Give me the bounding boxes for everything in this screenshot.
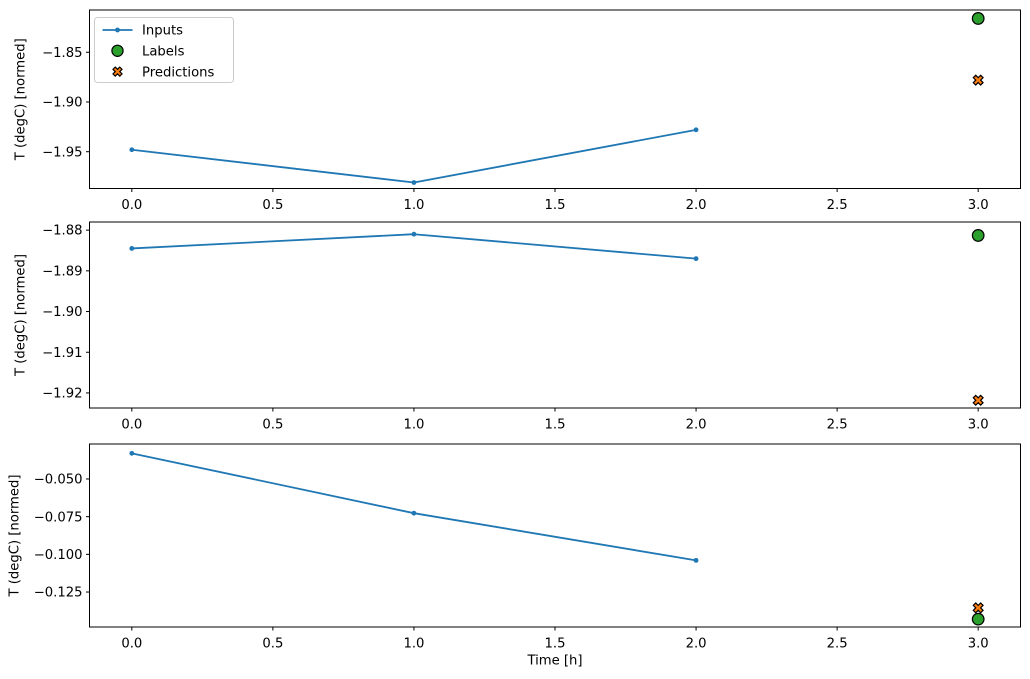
- labels-marker: [971, 612, 985, 626]
- axes-background: [89, 10, 1021, 189]
- y-tick-label: −0.125: [34, 586, 83, 601]
- legend-label: Predictions: [142, 65, 215, 80]
- labels-marker: [971, 12, 985, 25]
- predictions-marker: [971, 393, 986, 408]
- inputs-point-marker: [411, 231, 417, 237]
- axes-background: [89, 444, 1021, 627]
- x-tick-label: 2.0: [686, 418, 707, 433]
- subplot-2: 0.0 0.5 1.0 1.5 2.0 2.5 3.0 −1.88 −1.89 −1.90 −1.9…: [14, 221, 1021, 433]
- x-tick-label: 3.0: [968, 198, 989, 213]
- legend: Inputs Labels Predictions: [94, 17, 234, 83]
- legend-label: Inputs: [142, 24, 183, 39]
- x-tick-label: 0.0: [121, 637, 142, 652]
- y-axis-label: T (degC) [normed]: [14, 254, 29, 377]
- x-tick-label: 3.0: [968, 637, 989, 652]
- y-tick-label: −0.050: [34, 473, 83, 488]
- x-tick-label: 1.0: [403, 637, 424, 652]
- inputs-point-marker: [129, 450, 135, 456]
- y-tick-label: −1.90: [42, 305, 82, 320]
- inputs-point-marker: [693, 256, 699, 262]
- x-tick-label: 0.0: [121, 198, 142, 213]
- predictions-marker: [971, 601, 986, 616]
- x-tick-label: 3.0: [968, 418, 989, 433]
- inputs-point-marker: [129, 246, 135, 251]
- predictions-marker: [971, 73, 986, 88]
- x-tick-label: 2.5: [827, 418, 848, 433]
- legend-circle-marker: [111, 44, 124, 58]
- legend-item-labels: Labels: [111, 44, 185, 60]
- legend-box: [94, 17, 234, 83]
- y-tick-label: −1.89: [42, 264, 82, 279]
- y-tick-label: −1.85: [42, 46, 82, 61]
- y-tick-label: −0.100: [34, 548, 83, 563]
- subplot-1: 0.0 0.5 1.0 1.5 2.0 2.5 3.0 −1.85 −1.90 −1.95 T (d…: [14, 9, 1021, 213]
- x-tick-label: 1.0: [403, 198, 424, 213]
- axes-background: [89, 222, 1021, 408]
- labels-marker: [971, 229, 985, 242]
- y-tick-label: −1.91: [42, 346, 82, 361]
- x-tick-label: 0.5: [262, 418, 283, 433]
- x-tick-label: 0.5: [262, 637, 283, 652]
- inputs-point-marker: [693, 557, 699, 563]
- x-tick-label: 2.5: [827, 637, 848, 652]
- legend-item-inputs: Inputs: [102, 24, 183, 39]
- legend-label: Labels: [142, 45, 185, 60]
- subplot-3: 0.0 0.5 1.0 1.5 2.0 2.5 3.0 −0.050 −0.075 −0.100 −…: [8, 443, 1021, 669]
- x-tick-label: 0.5: [262, 198, 283, 213]
- x-tick-label: 1.0: [403, 418, 424, 433]
- x-tick-label: 1.5: [545, 198, 566, 213]
- x-tick-label: 2.0: [686, 637, 707, 652]
- x-tick-label: 2.5: [827, 198, 848, 213]
- x-tick-label: 2.0: [686, 198, 707, 213]
- legend-dot-marker: [115, 27, 120, 33]
- x-axis-label: Time [h]: [526, 654, 582, 669]
- y-tick-label: −1.95: [42, 145, 82, 160]
- y-axis-label: T (degC) [normed]: [8, 474, 23, 597]
- x-tick-label: 1.5: [545, 418, 566, 433]
- y-tick-label: −0.075: [34, 510, 83, 525]
- y-axis-label: T (degC) [normed]: [14, 38, 29, 161]
- inputs-point-marker: [693, 127, 699, 133]
- inputs-point-marker: [129, 147, 135, 153]
- y-tick-label: −1.92: [42, 387, 82, 402]
- inputs-point-marker: [411, 180, 417, 185]
- legend-item-predictions: Predictions: [111, 65, 215, 80]
- inputs-point-marker: [411, 510, 417, 516]
- x-tick-label: 0.0: [121, 418, 142, 433]
- legend-x-marker: [111, 65, 125, 79]
- y-tick-label: −1.90: [42, 96, 82, 111]
- x-tick-label: 1.5: [545, 637, 566, 652]
- y-tick-label: −1.88: [42, 224, 82, 239]
